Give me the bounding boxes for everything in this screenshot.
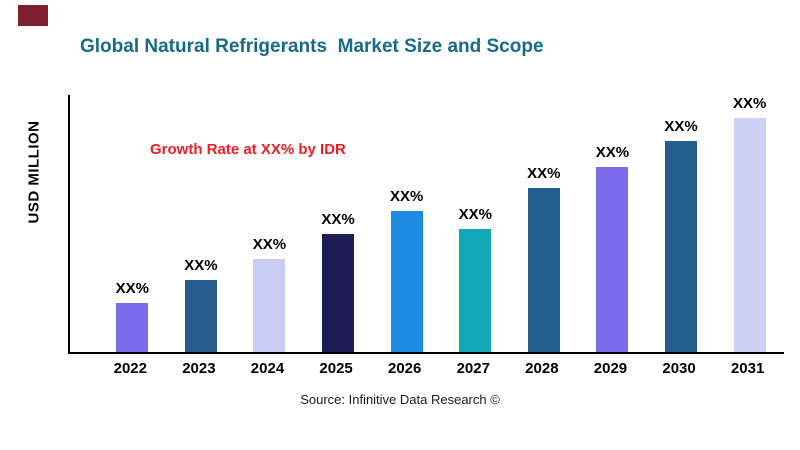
bar-2027: [459, 228, 492, 352]
bar-value-label: XX%: [458, 205, 492, 223]
x-tick-2026: 2026: [387, 360, 422, 377]
bar-2031: [733, 118, 766, 352]
x-tick-2031: 2031: [730, 360, 765, 377]
bar-value-label: XX%: [321, 210, 355, 228]
x-axis-ticks: 2022 2023 2024 2025 2026 2027 2028 2029 2030 2031: [68, 360, 782, 377]
bar-2023: [184, 280, 217, 352]
bar-column-2031: XX%: [715, 95, 784, 352]
bar-column-2027: XX%: [441, 95, 510, 352]
bar-2030: [665, 141, 698, 352]
bar-value-label: XX%: [184, 257, 218, 275]
bar-2024: [253, 259, 286, 352]
x-tick-2027: 2027: [456, 360, 490, 377]
x-tick-2022: 2022: [113, 360, 147, 377]
brand-corner-mark: [18, 5, 48, 26]
bar-value-label: XX%: [115, 280, 149, 298]
bar-column-2028: XX%: [510, 95, 579, 352]
bar-value-label: XX%: [595, 143, 630, 161]
x-tick-2030: 2030: [662, 360, 696, 377]
bar-column-2023: XX%: [167, 95, 236, 352]
bar-column-2030: XX%: [647, 95, 716, 352]
bar-2022: [116, 303, 149, 352]
x-tick-2028: 2028: [525, 360, 559, 377]
bar-value-label: XX%: [527, 164, 561, 182]
bar-column-2022: XX%: [98, 95, 167, 352]
bar-value-label: XX%: [252, 236, 287, 254]
x-tick-2024: 2024: [250, 360, 285, 377]
bar-2026: [390, 210, 423, 352]
bar-2029: [596, 166, 629, 352]
x-tick-2025: 2025: [319, 360, 353, 377]
bar-value-label: XX%: [389, 187, 424, 205]
y-axis-label: USD MILLION: [25, 120, 43, 224]
chart-title: Global Natural Refrigerants Market Size …: [80, 36, 544, 57]
bar-value-label: XX%: [664, 118, 698, 136]
bar-column-2029: XX%: [578, 95, 647, 352]
bars-container: XX% XX% XX% XX% XX% XX% XX% XX% XX% XX%: [70, 95, 784, 352]
growth-rate-note: Growth Rate at XX% by IDR: [150, 141, 346, 158]
x-tick-2029: 2029: [593, 360, 628, 377]
bar-column-2026: XX%: [372, 95, 441, 352]
bar-column-2025: XX%: [304, 95, 373, 352]
plot-area: Growth Rate at XX% by IDR XX% XX% XX% XX% XX…: [68, 95, 784, 354]
bar-2025: [322, 233, 355, 352]
source-note: Source: Infinitive Data Research ©: [300, 392, 500, 407]
bar-column-2024: XX%: [235, 95, 304, 352]
bar-2028: [527, 187, 560, 352]
bar-value-label: XX%: [732, 95, 767, 113]
x-tick-2023: 2023: [182, 360, 216, 377]
